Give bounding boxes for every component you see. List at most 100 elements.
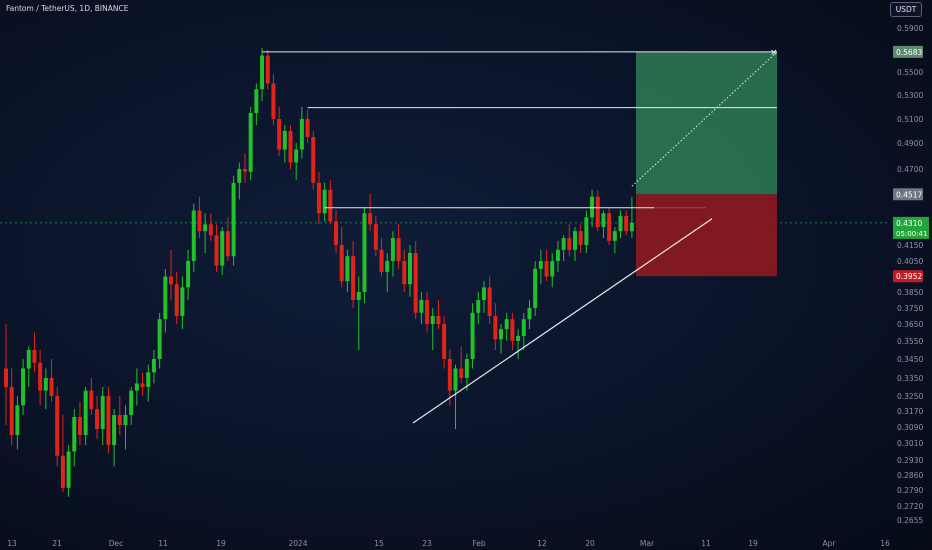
x-tick-label: Mar	[640, 539, 655, 548]
profit-zone	[636, 51, 777, 195]
candle-up	[237, 169, 242, 183]
current-price-bg	[893, 216, 929, 239]
candle-down	[379, 249, 384, 272]
candle-up	[481, 287, 486, 300]
candle-down	[197, 210, 202, 232]
candle-up	[345, 256, 350, 282]
candle-up	[100, 396, 105, 429]
candle-up	[527, 308, 532, 320]
candle-down	[316, 182, 321, 214]
candle-up	[322, 189, 327, 214]
candle-down	[140, 383, 145, 387]
candle-down	[32, 350, 37, 363]
candle-down	[214, 235, 219, 266]
candle-up	[129, 390, 134, 415]
x-tick-label: 19	[216, 539, 226, 548]
x-tick-label: 19	[748, 539, 758, 548]
candle-down	[271, 83, 276, 119]
y-tick-label: 0.5900	[897, 24, 923, 33]
candle-up	[21, 368, 26, 406]
candle-up	[419, 300, 424, 313]
candle-up	[72, 417, 77, 452]
candle-up	[112, 415, 117, 446]
candle-down	[487, 287, 492, 316]
y-tick-label: 0.4150	[897, 241, 923, 250]
y-tick-label: 0.2790	[897, 486, 923, 495]
candle-down	[607, 213, 612, 241]
y-tick-label: 0.3010	[897, 439, 923, 448]
candle-up	[282, 131, 287, 150]
candle-up	[123, 415, 128, 425]
candle-up	[231, 182, 236, 257]
candle-down	[288, 131, 293, 163]
candle-up	[260, 55, 265, 90]
stop-price-label: 0.3952	[896, 272, 922, 281]
candle-up	[516, 335, 521, 341]
countdown-label: 05:00:41	[896, 230, 927, 238]
x-tick-label: Apr	[823, 539, 837, 548]
candle-up	[83, 390, 88, 435]
candle-down	[493, 316, 498, 340]
symbol-title: Fantom / TetherUS, 1D, BINANCE	[6, 4, 129, 13]
y-tick-label: 0.3090	[897, 423, 923, 432]
y-tick-label: 0.5500	[897, 68, 923, 77]
x-tick-label: 12	[537, 539, 547, 548]
candle-up	[584, 217, 589, 245]
candle-up	[407, 253, 412, 285]
candle-up	[601, 213, 606, 228]
candle-up	[294, 149, 299, 163]
x-tick-label: Feb	[472, 539, 486, 548]
x-tick-label: 20	[585, 539, 595, 548]
candle-down	[373, 224, 378, 250]
candle-up	[151, 359, 156, 373]
y-tick-label: 0.3650	[897, 320, 923, 329]
candle-up	[66, 451, 71, 488]
trendline	[412, 218, 713, 424]
y-tick-label: 0.3550	[897, 337, 923, 346]
candle-down	[368, 213, 373, 225]
x-tick-label: 16	[880, 539, 890, 548]
candle-down	[208, 224, 213, 236]
entry-price-label: 0.4517	[896, 190, 922, 199]
candle-up	[254, 89, 259, 113]
candle-down	[442, 324, 447, 359]
candle-up	[299, 119, 304, 150]
candle-up	[430, 316, 435, 324]
candle-up	[618, 215, 623, 232]
candle-up	[476, 300, 481, 313]
candle-up	[550, 261, 555, 277]
candle-up	[538, 261, 543, 269]
target-price-label-bg	[893, 45, 923, 58]
candle-down	[305, 119, 310, 137]
candle-down	[436, 316, 441, 324]
candle-down	[242, 169, 247, 172]
candle-down	[265, 55, 270, 84]
candle-down	[311, 137, 316, 183]
candle-up	[573, 231, 577, 250]
candle-up	[470, 312, 475, 359]
y-tick-label: 0.4700	[897, 165, 923, 174]
entry-price-label-bg	[893, 188, 923, 201]
x-tick-label: 13	[7, 539, 17, 548]
candle-up	[220, 231, 225, 266]
y-tick-label: 0.3750	[897, 304, 923, 313]
candle-down	[624, 215, 629, 232]
candle-down	[277, 119, 282, 150]
x-tick-label: 23	[422, 539, 432, 548]
candle-up	[561, 238, 566, 250]
candle-up	[186, 261, 191, 288]
candle-down	[459, 368, 464, 378]
candle-down	[4, 368, 8, 387]
target-cross-icon: ×	[770, 48, 778, 58]
candle-down	[169, 276, 174, 285]
currency-selector[interactable]: USDT	[890, 2, 922, 17]
candle-up	[362, 213, 367, 292]
y-tick-label: 0.4050	[897, 257, 923, 266]
y-tick-label: 0.5300	[897, 91, 923, 100]
candle-down	[510, 319, 515, 341]
candle-up	[134, 383, 139, 391]
candle-down	[413, 253, 418, 313]
candle-up	[146, 372, 151, 387]
